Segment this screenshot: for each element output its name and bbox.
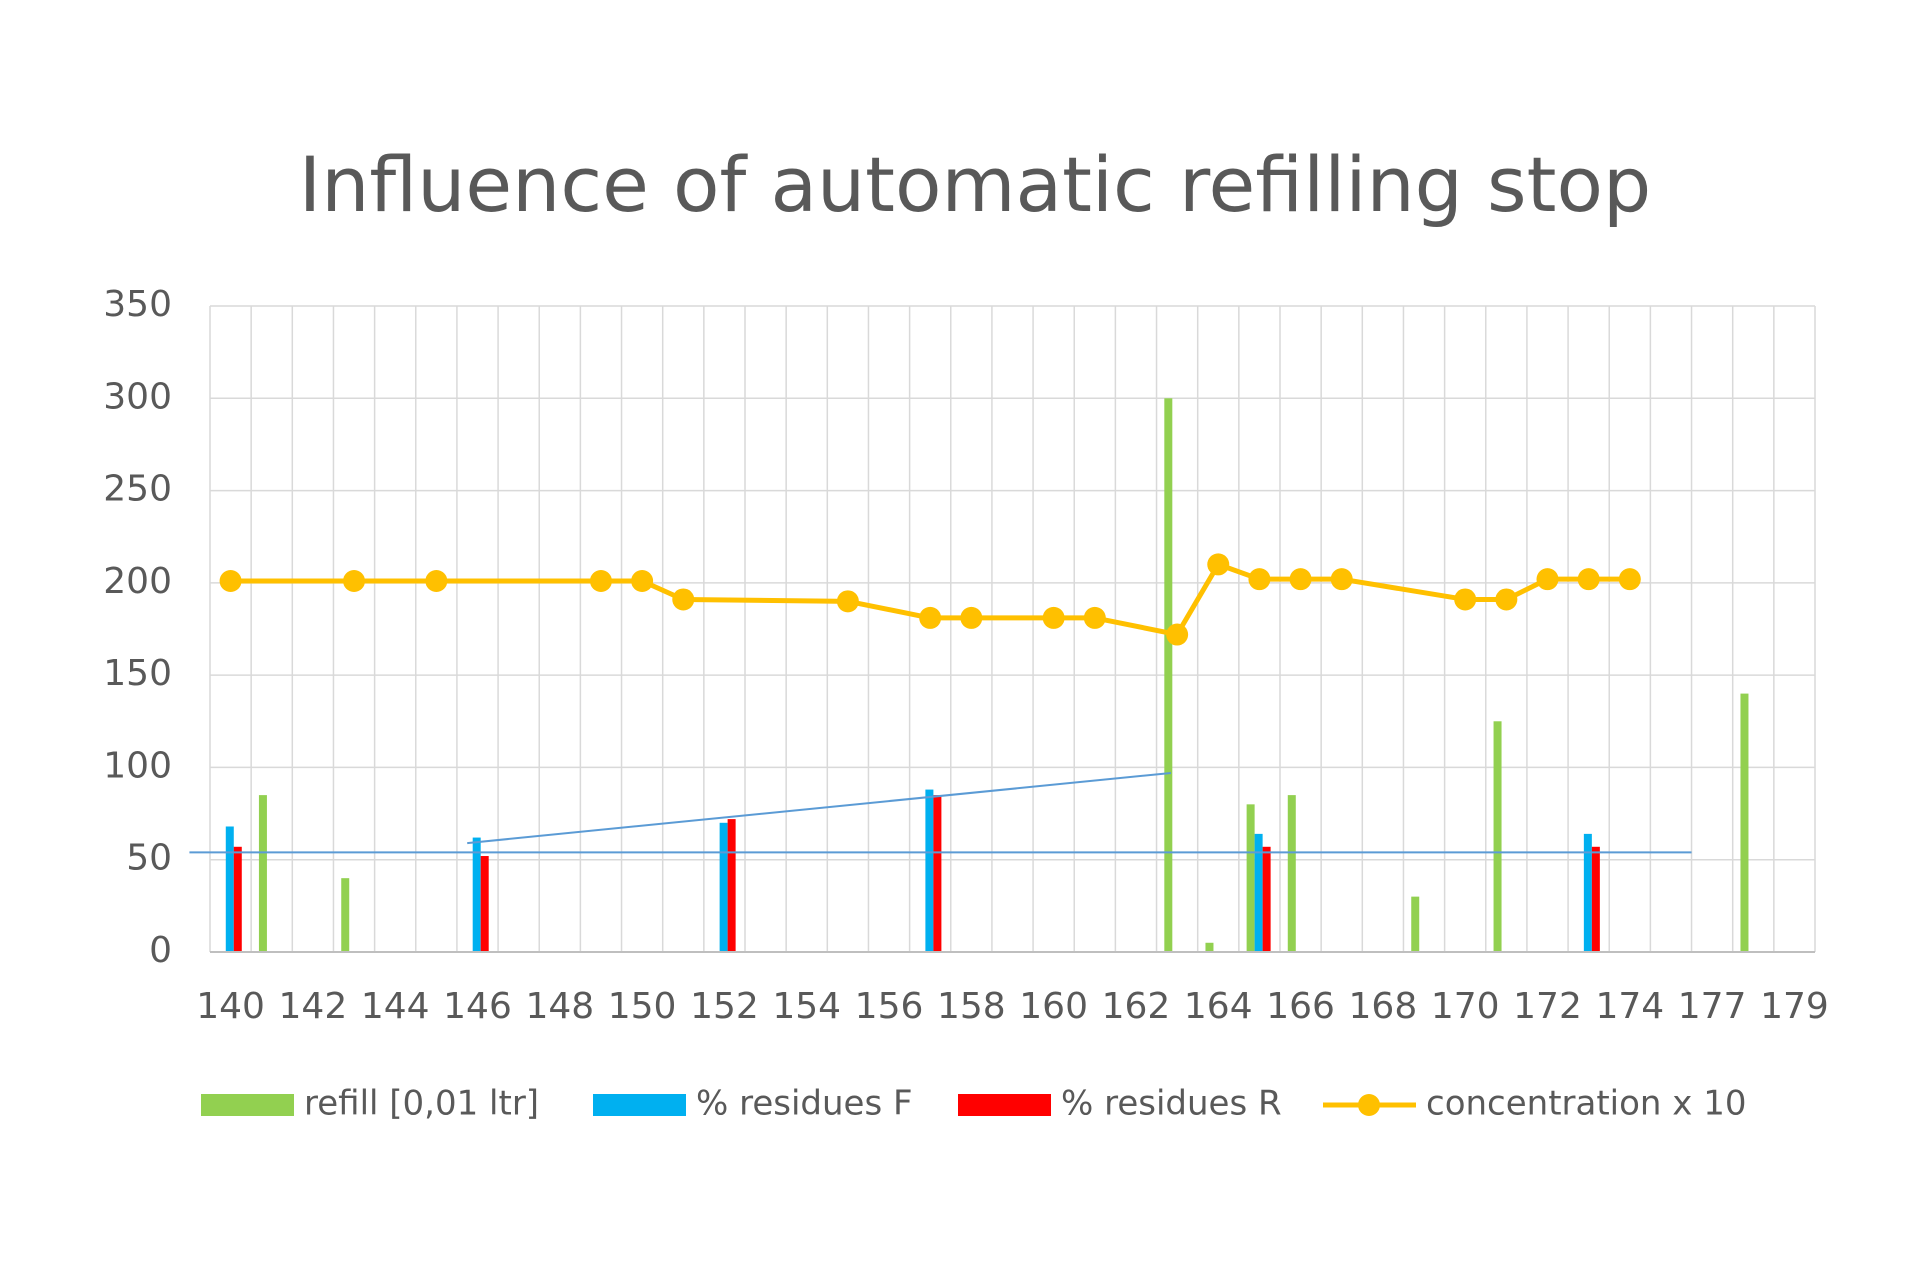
bar	[925, 789, 934, 952]
bar	[1287, 795, 1296, 952]
bar	[1262, 846, 1271, 952]
bar	[933, 795, 942, 952]
bar	[1164, 398, 1173, 952]
y-tick-label: 0	[149, 930, 172, 971]
line-point	[1042, 606, 1065, 629]
line-point	[589, 570, 612, 593]
bar	[1205, 942, 1214, 952]
x-tick-label: 142	[279, 986, 348, 1027]
line-point	[219, 570, 242, 593]
line-point	[1454, 588, 1477, 611]
bar	[1591, 846, 1600, 952]
x-tick-label: 170	[1431, 986, 1500, 1027]
bar	[1740, 693, 1749, 952]
line-point	[1207, 553, 1230, 576]
bar	[1493, 721, 1502, 952]
bar	[1254, 833, 1263, 952]
x-tick-label: 166	[1266, 986, 1335, 1027]
x-tick-label: 156	[855, 986, 924, 1027]
bar	[1411, 896, 1420, 952]
x-tick-label: 152	[690, 986, 759, 1027]
bar	[480, 856, 489, 952]
bar	[472, 837, 481, 952]
bar	[225, 826, 234, 952]
legend-label: % residues F	[696, 1084, 913, 1124]
line-point	[343, 570, 366, 593]
line-point	[1289, 568, 1312, 591]
y-tick-label: 100	[103, 745, 172, 786]
line-point	[672, 588, 695, 611]
legend-label: concentration x 10	[1426, 1084, 1746, 1124]
chart-title: Influence of automatic refilling stop	[299, 140, 1651, 229]
x-tick-label: 154	[772, 986, 841, 1027]
line-point	[1330, 568, 1353, 591]
y-tick-label: 150	[103, 653, 172, 694]
x-tick-label: 168	[1349, 986, 1418, 1027]
bar	[233, 846, 242, 952]
y-tick-label: 250	[103, 469, 172, 510]
line-point	[1248, 568, 1271, 591]
x-tick-label: 160	[1019, 986, 1088, 1027]
line-point	[919, 606, 942, 629]
legend-swatch	[1358, 1094, 1380, 1116]
y-tick-label: 50	[126, 838, 172, 879]
legend-label: refill [0,01 ltr]	[304, 1084, 539, 1124]
y-tick-label: 200	[103, 561, 172, 602]
line-point	[960, 606, 983, 629]
line-point	[631, 570, 654, 593]
x-tick-label: 158	[937, 986, 1006, 1027]
x-tick-label: 148	[525, 986, 594, 1027]
line-point	[1083, 606, 1106, 629]
x-tick-label: 174	[1595, 986, 1664, 1027]
y-tick-label: 350	[103, 284, 172, 325]
x-tick-label: 162	[1102, 986, 1171, 1027]
line-point	[836, 590, 859, 613]
x-tick-label: 144	[361, 986, 430, 1027]
bar	[719, 822, 728, 952]
legend-label: % residues R	[1061, 1084, 1282, 1124]
bar	[258, 795, 267, 952]
trendline	[467, 771, 1172, 845]
line-point	[1577, 568, 1600, 591]
x-tick-label: 179	[1760, 986, 1829, 1027]
line-point	[1495, 588, 1518, 611]
line-point	[1166, 623, 1189, 646]
legend-swatch	[958, 1094, 1051, 1116]
x-tick-label: 140	[196, 986, 265, 1027]
x-tick-label: 177	[1678, 986, 1747, 1027]
bar	[727, 819, 736, 952]
line-point	[1536, 568, 1559, 591]
legend-swatch	[593, 1094, 686, 1116]
line-point	[425, 570, 448, 593]
legend-swatch	[201, 1094, 294, 1116]
line-point	[1618, 568, 1641, 591]
x-tick-label: 172	[1513, 986, 1582, 1027]
x-tick-label: 150	[608, 986, 677, 1027]
x-tick-label: 146	[443, 986, 512, 1027]
x-tick-label: 164	[1184, 986, 1253, 1027]
bar	[341, 878, 350, 952]
bar	[1583, 833, 1592, 952]
bar	[1246, 804, 1255, 952]
y-tick-label: 300	[103, 376, 172, 417]
